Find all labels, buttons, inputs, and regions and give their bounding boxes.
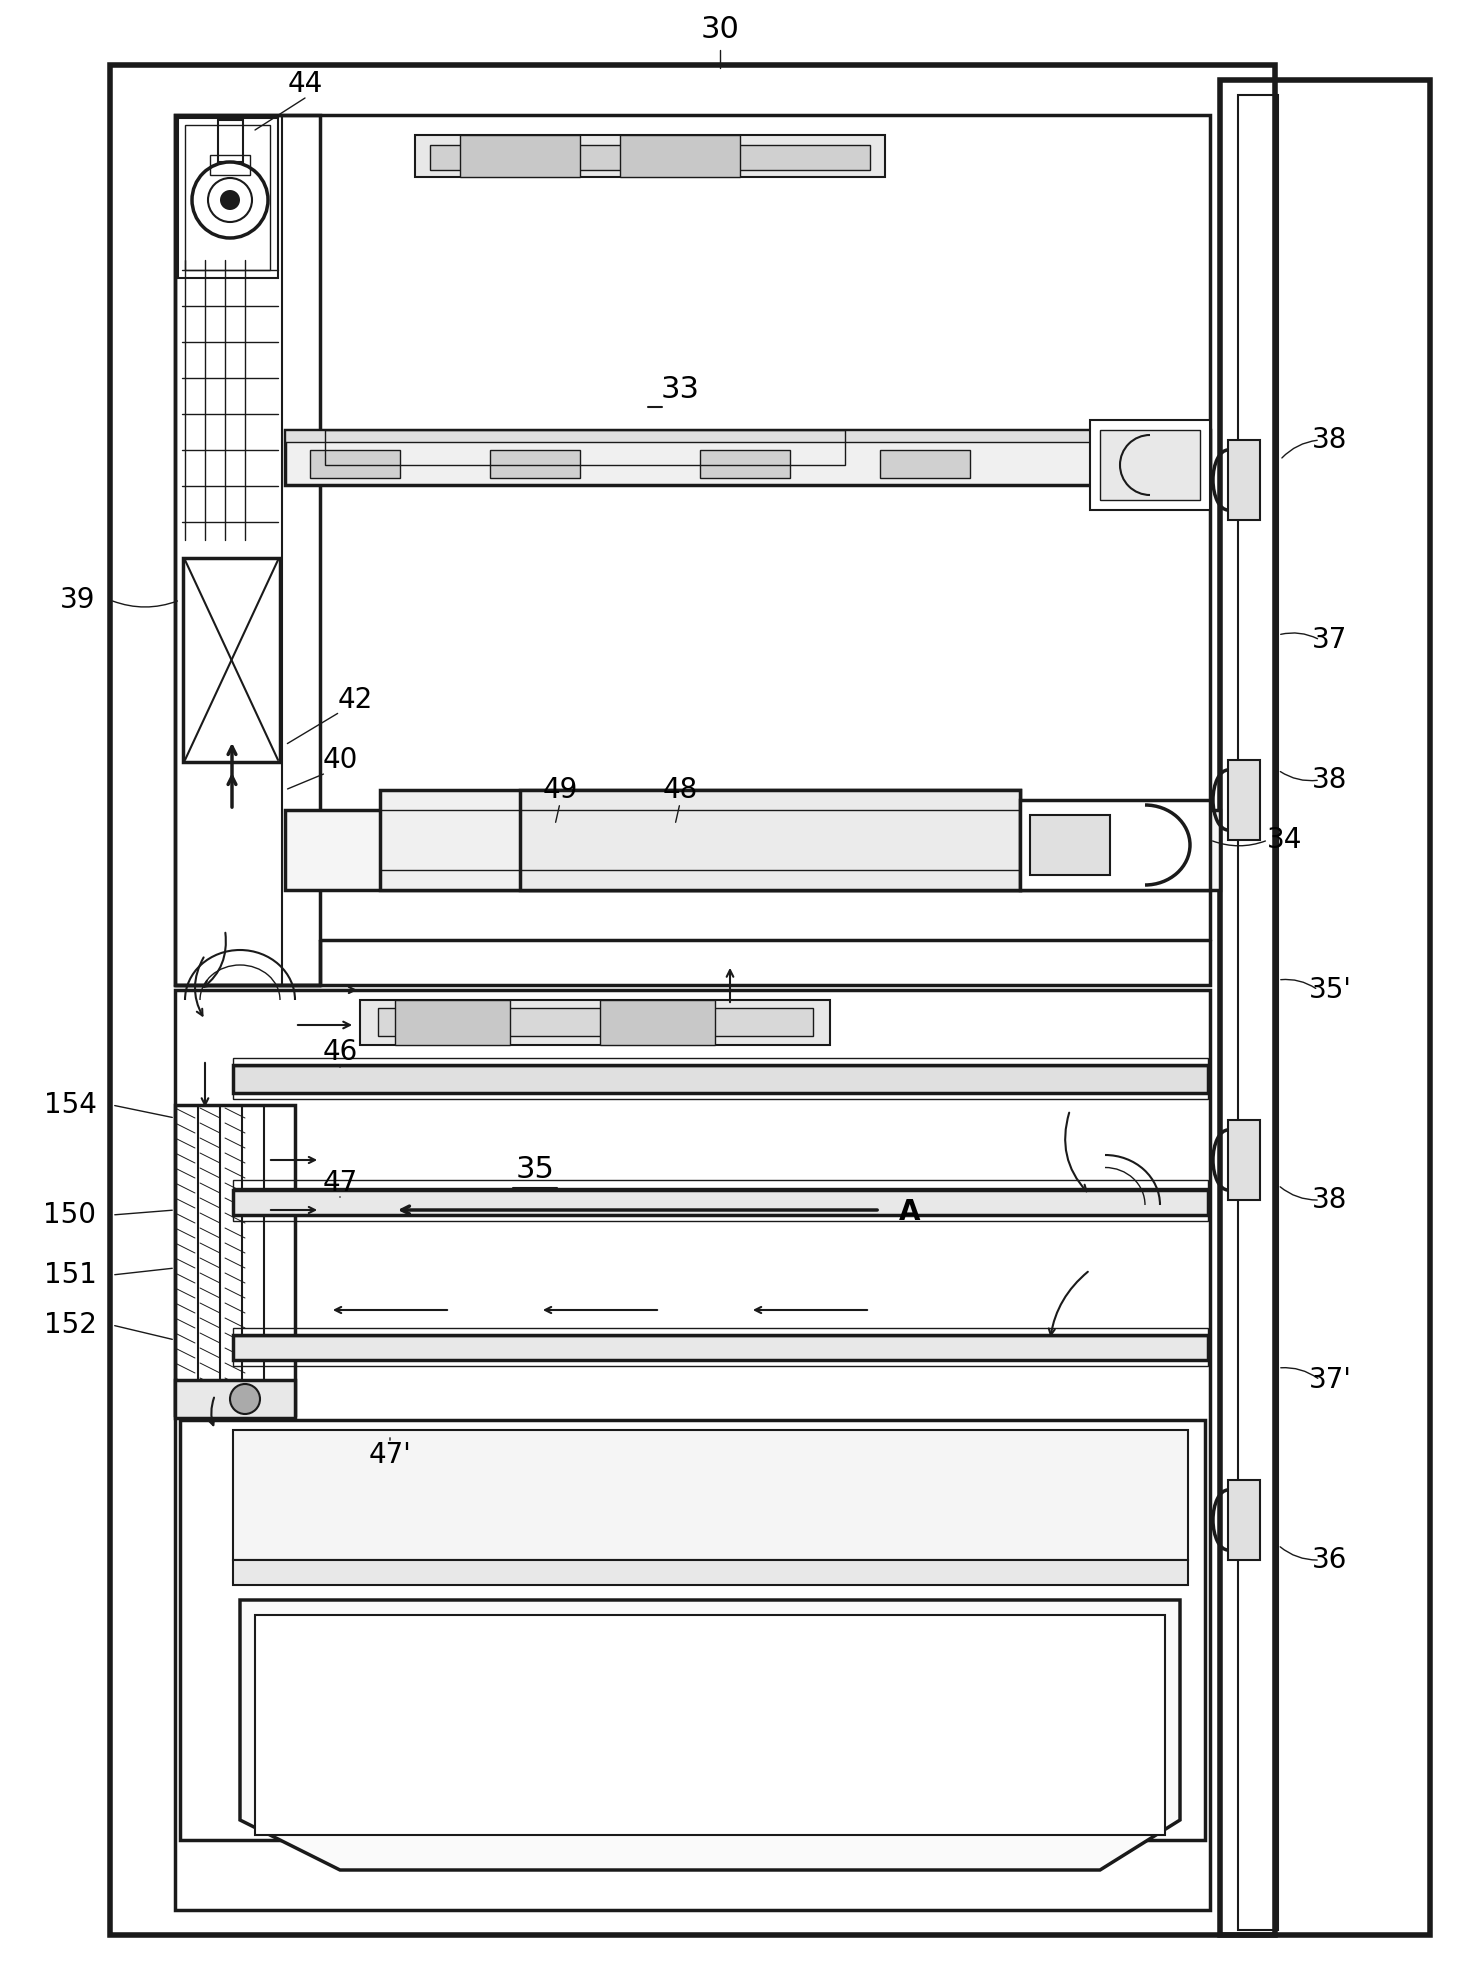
Bar (394, 999, 509, 1045)
Bar (233, 1431, 1188, 1560)
Bar (110, 66, 1275, 1935)
Bar (233, 1190, 1209, 1214)
Bar (233, 1359, 1209, 1365)
Text: 38: 38 (1313, 1186, 1348, 1214)
Bar (286, 429, 1210, 485)
Polygon shape (240, 1600, 1181, 1870)
Bar (233, 1093, 1209, 1099)
Bar (286, 811, 1220, 890)
Bar (880, 449, 970, 479)
Circle shape (191, 163, 268, 238)
Text: 35': 35' (1309, 976, 1351, 1003)
Bar (380, 791, 1020, 890)
Bar (218, 119, 243, 163)
Text: 44: 44 (287, 70, 322, 97)
Bar (233, 1560, 1188, 1586)
Text: 37: 37 (1313, 626, 1348, 654)
Text: 38: 38 (1313, 425, 1348, 453)
Text: 42: 42 (337, 686, 372, 713)
Bar (1238, 95, 1278, 1929)
Bar (233, 1057, 1209, 1065)
Bar (601, 999, 715, 1045)
Text: 154: 154 (44, 1091, 97, 1119)
Bar (175, 1381, 294, 1419)
Bar (1228, 1121, 1260, 1200)
Bar (175, 115, 1210, 986)
Text: 48: 48 (662, 777, 698, 805)
Circle shape (219, 191, 240, 211)
Bar (183, 558, 280, 761)
Text: 47: 47 (322, 1168, 358, 1196)
Bar (1089, 419, 1210, 511)
Text: 37': 37' (1309, 1365, 1351, 1395)
Text: 150: 150 (44, 1200, 97, 1230)
Bar (415, 135, 885, 177)
Bar (701, 449, 790, 479)
Bar (233, 1065, 1209, 1093)
Bar (1228, 759, 1260, 841)
Bar (1228, 439, 1260, 521)
Bar (178, 117, 278, 278)
Text: 49: 49 (542, 777, 577, 805)
Text: 151: 151 (44, 1262, 97, 1290)
Text: 34: 34 (1267, 827, 1303, 854)
Bar (175, 1105, 294, 1415)
Bar (286, 429, 1210, 441)
Bar (520, 811, 1020, 870)
Bar (1100, 429, 1200, 501)
Text: 39: 39 (60, 586, 96, 614)
Bar (233, 1335, 1209, 1359)
Bar (620, 135, 740, 177)
Text: 35: 35 (515, 1156, 555, 1184)
Text: 46: 46 (322, 1037, 358, 1065)
Text: 30: 30 (701, 16, 739, 44)
Bar (1020, 801, 1210, 890)
Bar (1030, 815, 1110, 874)
Text: 47': 47' (368, 1441, 411, 1468)
Bar (1220, 79, 1429, 1935)
Bar (520, 791, 1020, 890)
Bar (233, 1214, 1209, 1220)
Circle shape (230, 1385, 261, 1415)
Text: 38: 38 (1313, 767, 1348, 795)
Text: A: A (899, 1198, 921, 1226)
Bar (380, 811, 1020, 870)
Bar (255, 1615, 1164, 1836)
Bar (233, 1327, 1209, 1335)
Text: 152: 152 (44, 1311, 97, 1339)
Bar (490, 449, 580, 479)
Bar (459, 135, 580, 177)
Bar (233, 1180, 1209, 1188)
Bar (210, 155, 250, 175)
Bar (378, 1007, 813, 1035)
Text: 33: 33 (661, 376, 699, 405)
Text: 40: 40 (322, 745, 358, 775)
Bar (1228, 1480, 1260, 1560)
Bar (311, 449, 400, 479)
Bar (175, 990, 1210, 1910)
Text: 36: 36 (1313, 1546, 1348, 1574)
Bar (175, 115, 319, 986)
Bar (185, 125, 269, 270)
Bar (180, 1421, 1206, 1840)
Bar (361, 999, 830, 1045)
Bar (325, 429, 845, 465)
Bar (430, 145, 870, 171)
